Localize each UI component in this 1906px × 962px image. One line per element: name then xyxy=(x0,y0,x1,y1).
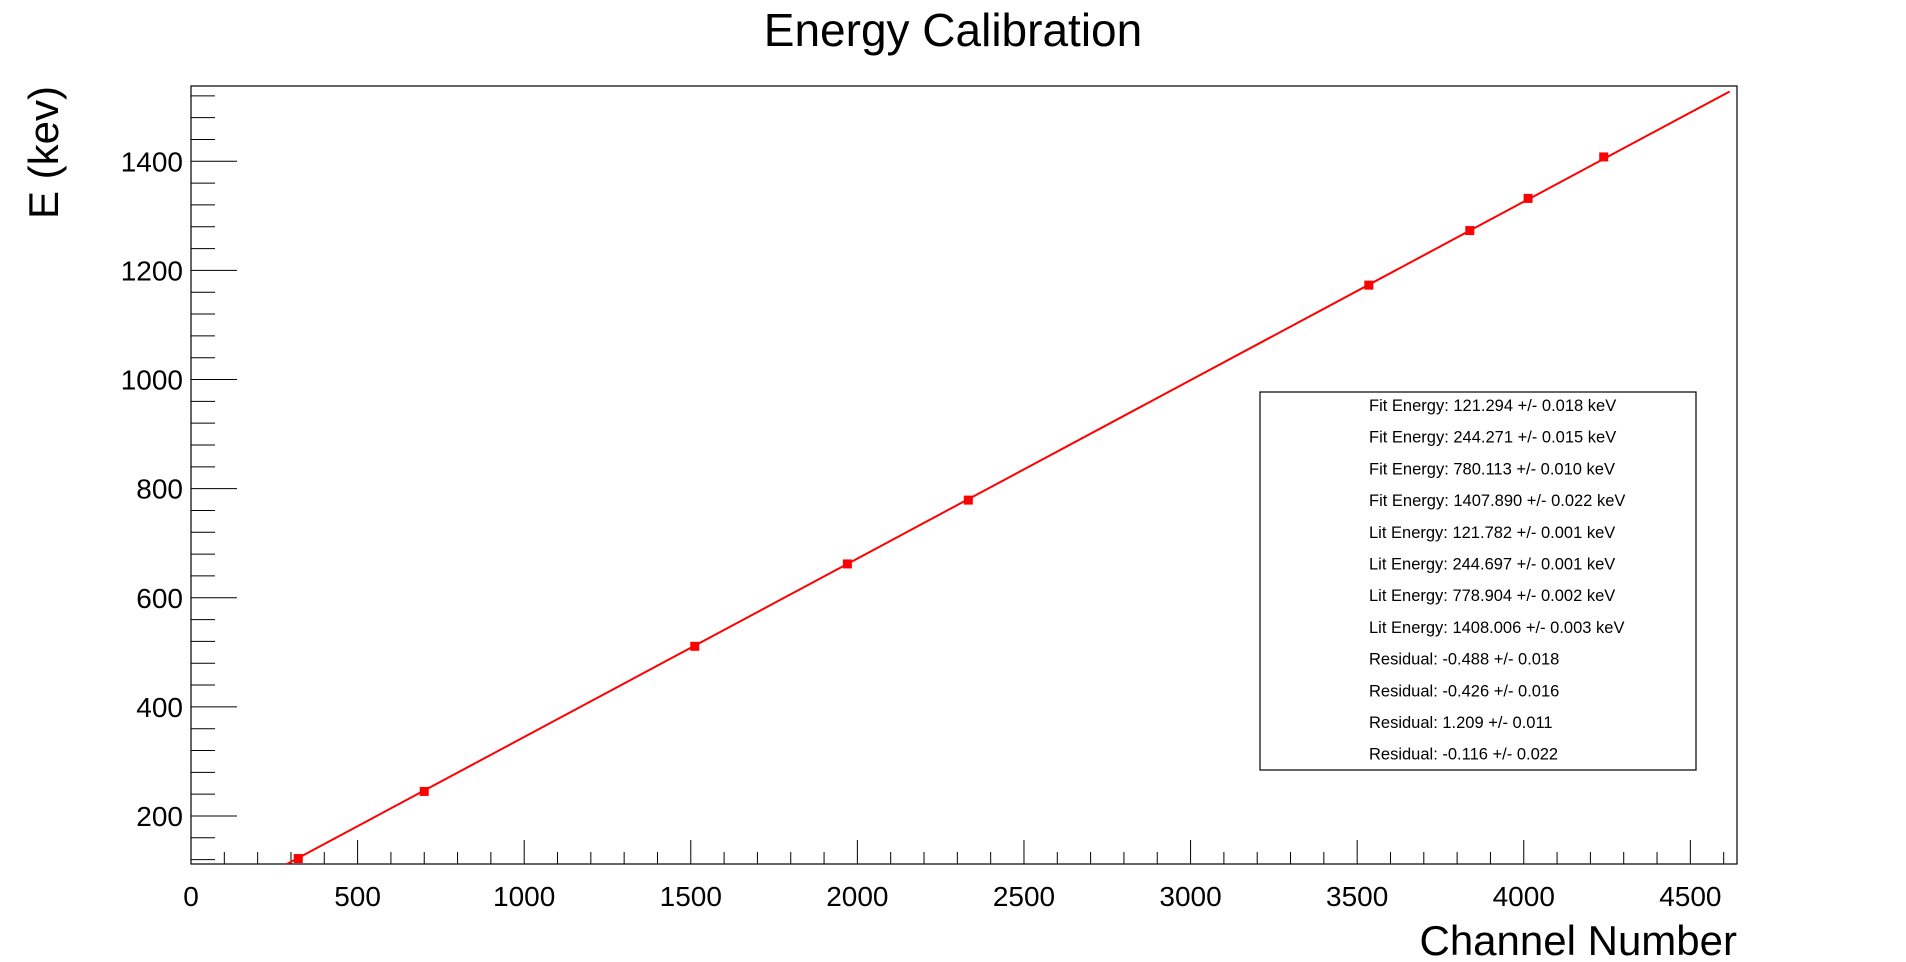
legend-entry: Lit Energy: 244.697 +/- 0.001 keV xyxy=(1369,556,1615,574)
x-axis-tick-labels: 0 500 1000 1500 2000 2500 3000 3500 4000 4500 xyxy=(183,881,1721,912)
legend-entry: Residual: -0.488 +/- 0.018 xyxy=(1369,651,1559,669)
legend-entry: Fit Energy: 121.294 +/- 0.018 keV xyxy=(1369,397,1616,415)
legend-entry: Lit Energy: 778.904 +/- 0.002 keV xyxy=(1369,587,1615,605)
x-axis-ticks xyxy=(190,840,1725,864)
y-tick-label: 800 xyxy=(136,474,183,505)
x-tick-label: 2500 xyxy=(993,881,1055,912)
legend: Fit Energy: 121.294 +/- 0.018 keV Fit Ene… xyxy=(1259,391,1697,771)
data-points xyxy=(293,152,1609,864)
data-point xyxy=(842,559,852,569)
legend-entry: Fit Energy: 1407.890 +/- 0.022 keV xyxy=(1369,492,1625,510)
x-tick-label: 4000 xyxy=(1493,881,1555,912)
x-tick-label: 2000 xyxy=(826,881,888,912)
y-axis-tick-labels: 200 400 600 800 1000 1200 1400 xyxy=(121,146,183,832)
legend-entry: Fit Energy: 780.113 +/- 0.010 keV xyxy=(1369,460,1615,478)
x-axis-title: Channel Number xyxy=(1419,917,1737,962)
legend-entry: Lit Energy: 1408.006 +/- 0.003 keV xyxy=(1369,619,1624,637)
y-tick-label: 600 xyxy=(136,583,183,614)
data-point xyxy=(419,786,429,796)
legend-entry: Lit Energy: 121.782 +/- 0.001 keV xyxy=(1369,524,1615,542)
data-point xyxy=(1364,280,1374,290)
data-point xyxy=(1465,226,1475,236)
y-axis-title: E (kev) xyxy=(20,86,67,219)
data-point xyxy=(963,495,973,505)
x-tick-label: 3500 xyxy=(1326,881,1388,912)
y-tick-label: 1400 xyxy=(121,146,183,177)
x-tick-label: 3000 xyxy=(1159,881,1221,912)
legend-entry: Fit Energy: 244.271 +/- 0.015 keV xyxy=(1369,429,1616,447)
legend-entry: Residual: -0.116 +/- 0.022 xyxy=(1369,746,1558,764)
data-point xyxy=(1599,152,1609,162)
legend-box xyxy=(1259,391,1697,771)
data-point xyxy=(293,854,303,864)
y-tick-label: 1200 xyxy=(121,255,183,286)
x-tick-label: 1500 xyxy=(660,881,722,912)
plot-frame xyxy=(190,85,1738,865)
x-tick-label: 500 xyxy=(334,881,381,912)
fit-line xyxy=(286,90,1731,865)
y-tick-label: 400 xyxy=(136,692,183,723)
data-point xyxy=(1523,193,1533,203)
y-tick-label: 1000 xyxy=(121,365,183,396)
x-tick-label: 1000 xyxy=(493,881,555,912)
chart-title: Energy Calibration xyxy=(764,4,1142,56)
x-tick-label: 4500 xyxy=(1659,881,1721,912)
y-tick-label: 200 xyxy=(136,801,183,832)
data-point xyxy=(690,641,700,651)
legend-entry: Residual: 1.209 +/- 0.011 xyxy=(1369,714,1553,732)
legend-entry: Residual: -0.426 +/- 0.016 xyxy=(1369,682,1559,700)
x-tick-label: 0 xyxy=(183,881,199,912)
y-axis-ticks xyxy=(191,95,237,861)
